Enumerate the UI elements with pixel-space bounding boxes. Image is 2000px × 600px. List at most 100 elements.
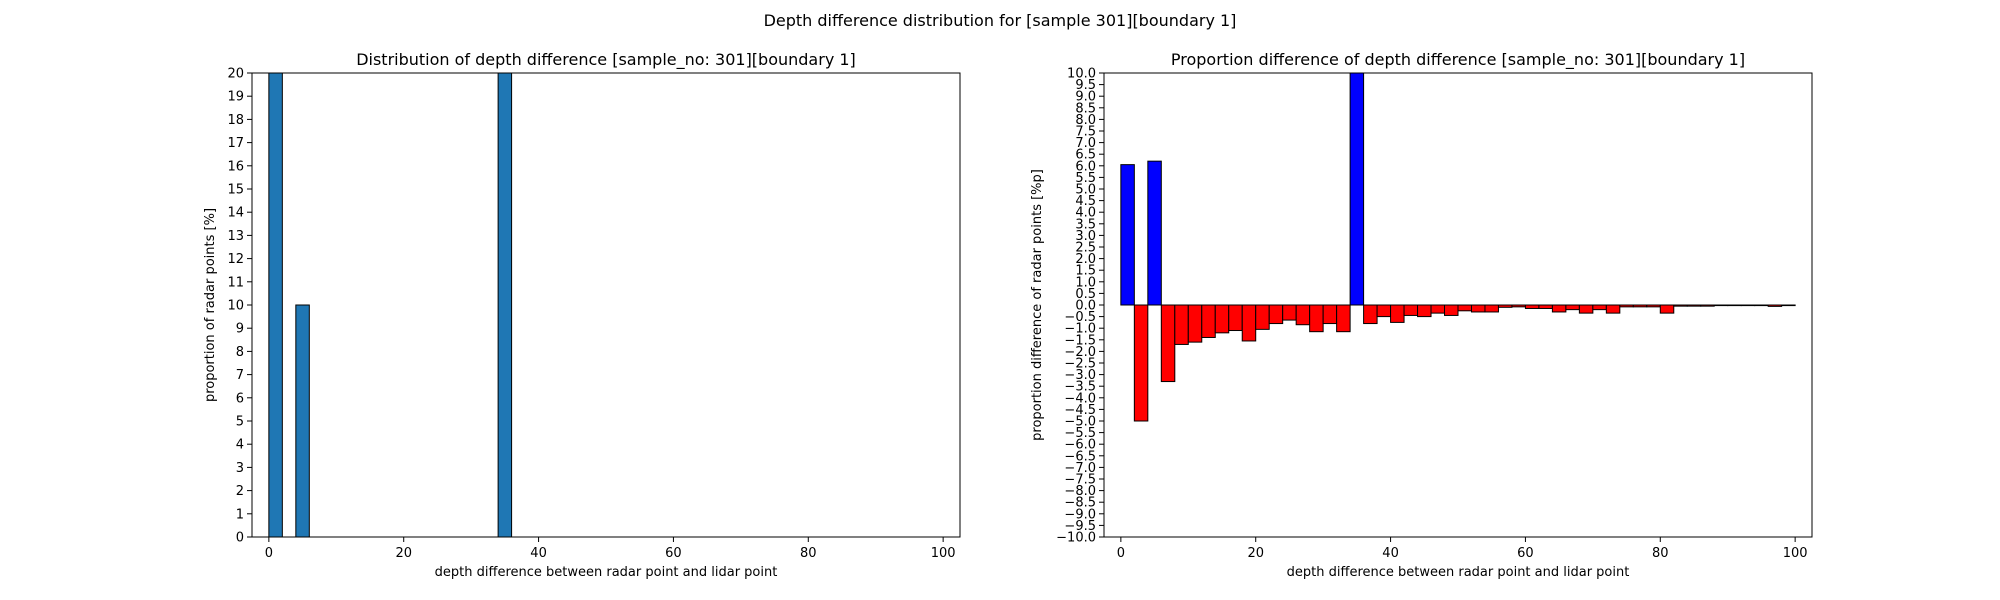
y-tick-label: 1.5 xyxy=(1075,264,1096,279)
bar xyxy=(1457,304,1472,312)
x-tick-label: 80 xyxy=(800,546,817,561)
bar xyxy=(1727,304,1742,307)
y-tick-label: 20 xyxy=(227,67,244,82)
bar xyxy=(1120,164,1135,306)
y-tick-label: 2.5 xyxy=(1075,241,1096,256)
x-tick-label: 40 xyxy=(1382,546,1399,561)
bar xyxy=(1484,304,1499,313)
bar xyxy=(1686,304,1702,307)
bar xyxy=(1700,304,1715,307)
y-tick-label: −1.5 xyxy=(1064,333,1096,348)
bar xyxy=(1511,304,1526,308)
bar xyxy=(1646,304,1661,308)
y-tick-label: −2.0 xyxy=(1064,345,1096,360)
axes-frame xyxy=(251,72,961,538)
y-tick-label: −6.5 xyxy=(1064,449,1096,464)
x-tick-label: 60 xyxy=(665,546,682,561)
bar xyxy=(1255,304,1270,330)
bar xyxy=(1174,304,1189,345)
y-tick-label: −8.0 xyxy=(1064,484,1096,499)
bar xyxy=(1268,304,1284,325)
y-tick-label: 9.0 xyxy=(1075,90,1096,105)
bar xyxy=(1322,304,1338,325)
y-tick-label: −6.0 xyxy=(1064,438,1096,453)
y-axis-label: proportion of radar points [%] xyxy=(203,208,218,402)
y-tick-label: −8.5 xyxy=(1064,496,1096,511)
y-tick-label: 1 xyxy=(236,507,244,522)
y-tick-label: 4 xyxy=(236,438,244,453)
y-tick-label: 2.0 xyxy=(1075,252,1096,267)
bar xyxy=(497,73,513,537)
y-tick-label: −4.0 xyxy=(1064,391,1096,406)
bar xyxy=(1430,304,1446,314)
y-tick-label: 18 xyxy=(227,113,244,128)
bar xyxy=(1632,304,1648,308)
y-tick-label: −5.5 xyxy=(1064,426,1096,441)
bar-group xyxy=(1120,73,1796,422)
y-tick-label: 0.5 xyxy=(1075,287,1096,302)
chart-title: Proportion difference of depth differenc… xyxy=(1171,50,1745,70)
x-axis-label: depth difference between radar point and… xyxy=(1287,565,1630,580)
x-tick-label: 0 xyxy=(265,546,273,561)
x-tick-label: 80 xyxy=(1652,546,1669,561)
bar xyxy=(1444,304,1459,316)
y-tick-label: −4.5 xyxy=(1064,403,1096,418)
x-tick-label: 0 xyxy=(1117,546,1125,561)
bar xyxy=(1336,304,1351,333)
y-tick-label: −5.0 xyxy=(1064,415,1096,430)
y-tick-label: −3.0 xyxy=(1064,368,1096,383)
bar xyxy=(1740,304,1756,307)
proportion-difference-chart: 0 20 40 60 80 100 −10.0−9.5−9.0−8.5−8.0−7.5−7.… xyxy=(1030,50,1813,580)
bar xyxy=(1497,304,1513,308)
y-tick-label: 15 xyxy=(227,183,244,198)
bar xyxy=(1619,304,1634,308)
y-tick-label: −9.5 xyxy=(1064,519,1096,534)
y-tick-label: 12 xyxy=(227,252,244,267)
y-tick-label: 5.5 xyxy=(1075,171,1096,186)
bar xyxy=(1241,304,1257,342)
bar xyxy=(1781,304,1796,307)
bar xyxy=(1309,304,1324,333)
distribution-chart: 0 20 40 60 80 1000123456789101112131415161718… xyxy=(203,50,961,580)
y-tick-label: 3 xyxy=(236,461,244,476)
bar xyxy=(1201,304,1216,338)
bar xyxy=(1349,73,1365,306)
y-tick-label: −3.5 xyxy=(1064,380,1096,395)
chart-title: Distribution of depth difference [sample… xyxy=(356,50,856,70)
bar xyxy=(1767,304,1783,307)
y-tick-label: 9 xyxy=(236,322,244,337)
x-tick-label: 40 xyxy=(530,546,547,561)
bar xyxy=(1403,304,1419,316)
y-tick-label: 5 xyxy=(236,415,244,430)
y-tick-label: 14 xyxy=(227,206,244,221)
y-tick-label: 9.5 xyxy=(1075,78,1096,93)
bar xyxy=(1592,304,1607,311)
y-tick-label: 7.5 xyxy=(1075,125,1096,140)
y-tick-label: 7.0 xyxy=(1075,136,1096,151)
bar xyxy=(1133,304,1149,422)
bar xyxy=(1147,160,1162,306)
y-tick-label: 6.5 xyxy=(1075,148,1096,163)
x-tick-label: 100 xyxy=(931,546,956,561)
y-tick-label: 17 xyxy=(227,136,244,151)
y-tick-label: −2.5 xyxy=(1064,357,1096,372)
y-tick-label: −9.0 xyxy=(1064,507,1096,522)
bar xyxy=(1214,304,1230,334)
bar xyxy=(1659,304,1675,314)
bar xyxy=(268,73,283,537)
x-tick-label: 20 xyxy=(395,546,412,561)
y-tick-label: −0.5 xyxy=(1064,310,1096,325)
bar xyxy=(1538,304,1553,309)
y-tick-label: 11 xyxy=(227,275,244,290)
bar xyxy=(1578,304,1594,314)
bar xyxy=(1605,304,1621,314)
y-tick-label: 0.0 xyxy=(1075,299,1096,314)
y-tick-label: 7 xyxy=(236,368,244,383)
bar xyxy=(1524,304,1540,309)
x-tick-label: 60 xyxy=(1517,546,1534,561)
y-tick-label: 6 xyxy=(236,391,244,406)
x-tick-label: 20 xyxy=(1247,546,1264,561)
bar xyxy=(1713,304,1729,307)
